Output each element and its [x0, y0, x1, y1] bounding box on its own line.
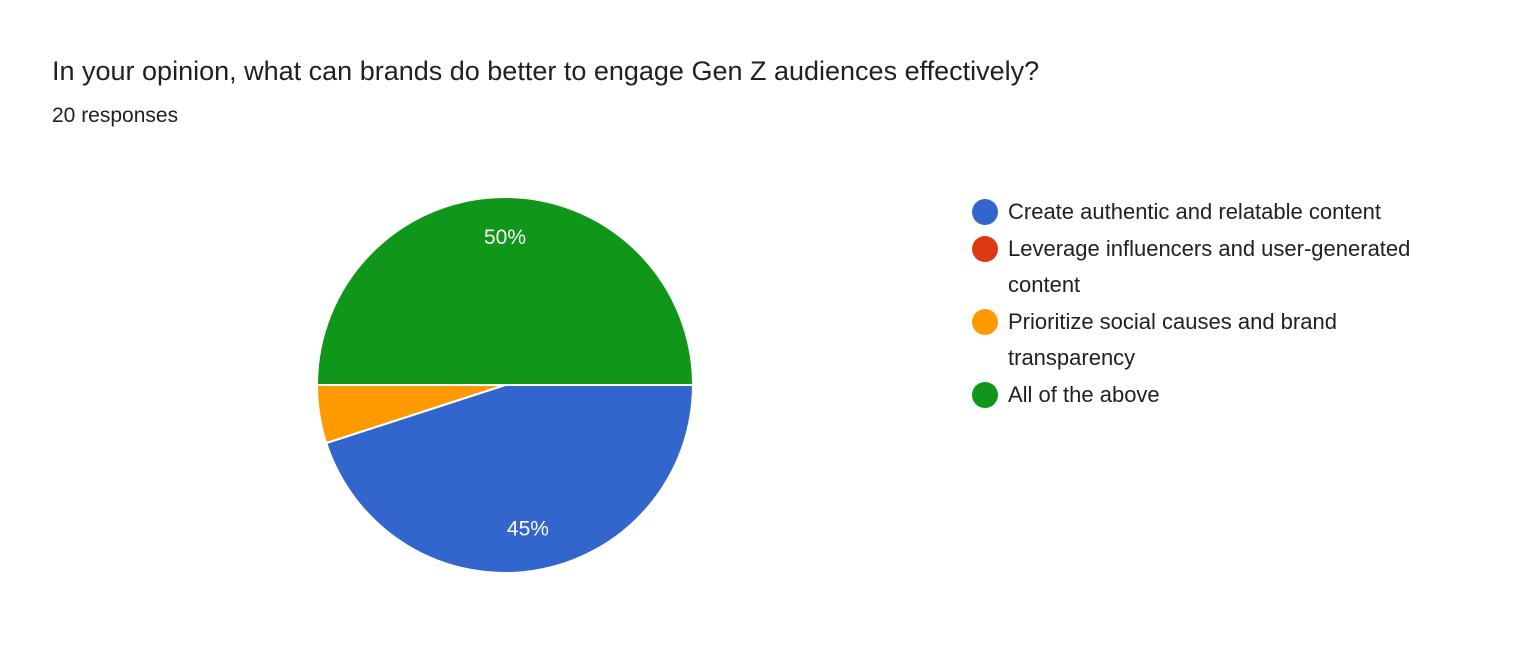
legend-label: Create authentic and relatable content [1008, 199, 1382, 224]
slice-label: 45% [507, 517, 549, 540]
legend-swatch [972, 199, 998, 225]
legend-item: Create authentic and relatable content [972, 194, 1442, 230]
legend-label: Leverage influencers and user-generated … [1008, 236, 1411, 297]
legend: Create authentic and relatable content Le… [972, 194, 1442, 414]
legend-swatch [972, 382, 998, 408]
legend-item: All of the above [972, 377, 1442, 413]
legend-item: Leverage influencers and user-generated … [972, 231, 1442, 303]
legend-item: Prioritize social causes and brand trans… [972, 304, 1442, 376]
chart-subtitle: 20 responses [52, 104, 179, 127]
pie-slice [324, 384, 695, 574]
legend-swatch [972, 309, 998, 335]
slice-label: 50% [484, 226, 526, 249]
chart-title: In your opinion, what can brands do bett… [52, 56, 1040, 86]
legend-label: Prioritize social causes and brand trans… [1008, 309, 1337, 370]
legend-swatch [972, 236, 998, 262]
legend-label: All of the above [1008, 382, 1160, 407]
pie-slice [315, 196, 695, 386]
